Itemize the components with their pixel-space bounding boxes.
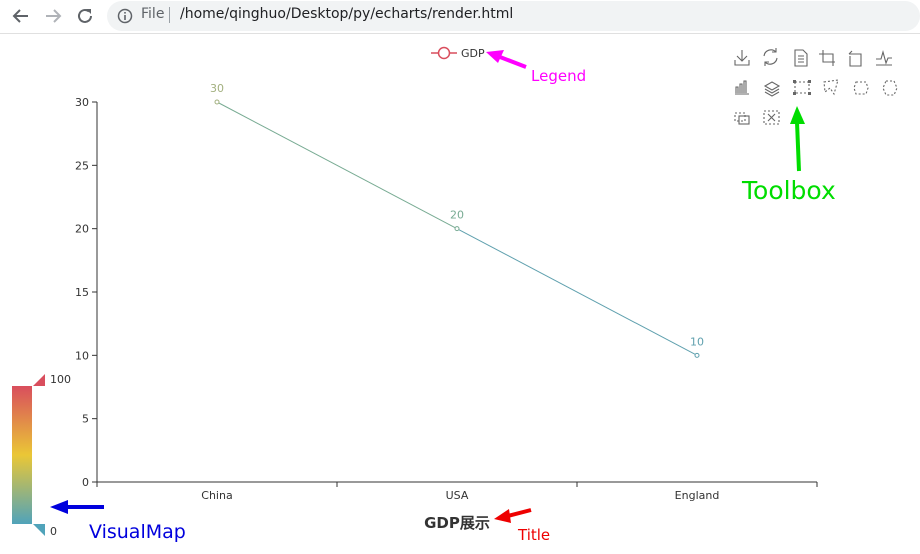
visual-map-max-handle-icon[interactable] [33, 374, 45, 386]
x-tick-label: England [675, 489, 720, 502]
brush-polygon-icon[interactable] [823, 79, 839, 96]
url-separator [169, 7, 170, 23]
bar-type-icon[interactable] [735, 80, 749, 95]
y-tick-label: 0 [82, 476, 89, 489]
x-tick-label: China [201, 489, 232, 502]
restore-icon[interactable] [763, 48, 778, 66]
brush-keep-icon[interactable] [734, 112, 750, 125]
browser-toolbar: File /home/qinghuo/Desktop/py/echarts/re… [0, 0, 920, 34]
visualmap-annotation: VisualMap [89, 521, 186, 543]
series-line-segment [216, 101, 458, 230]
data-point[interactable] [214, 99, 220, 105]
visual-map-bar[interactable] [12, 386, 32, 524]
brush-rect-icon[interactable] [793, 80, 811, 95]
brush-clear-icon[interactable] [763, 110, 780, 125]
info-icon[interactable] [117, 8, 133, 24]
url-text[interactable]: /home/qinghuo/Desktop/py/echarts/render.… [180, 6, 514, 22]
brush-line-x-icon[interactable] [853, 81, 869, 95]
line-type-icon[interactable] [876, 49, 892, 66]
address-bar[interactable]: File /home/qinghuo/Desktop/py/echarts/re… [107, 1, 920, 31]
legend[interactable]: GDP [431, 46, 485, 60]
title-annotation-arrow [494, 508, 532, 523]
y-tick-label: 25 [75, 159, 89, 172]
zoom-icon[interactable] [819, 50, 835, 66]
legend-annotation: Legend [531, 67, 587, 85]
y-tick-label: 5 [82, 413, 89, 426]
title-annotation: Title [518, 526, 551, 544]
visual-map-min-label: 0 [50, 525, 57, 538]
back-arrow-icon[interactable] [8, 3, 34, 29]
data-label: 30 [210, 82, 224, 95]
visual-map-min-handle-icon[interactable] [33, 524, 45, 536]
x-tick-label: USA [446, 489, 469, 502]
visual-map[interactable]: 100 0 [12, 373, 71, 538]
forward-arrow-icon[interactable] [40, 3, 66, 29]
save-image-icon[interactable] [734, 50, 750, 66]
series-gdp: 30 20 10 [210, 82, 704, 358]
y-axis: 0 5 10 15 20 25 30 [75, 96, 98, 489]
data-label: 10 [690, 335, 704, 348]
data-view-icon[interactable] [794, 49, 808, 67]
toolbox[interactable] [734, 48, 898, 125]
stack-icon[interactable] [763, 81, 781, 97]
zoom-back-icon[interactable] [848, 50, 862, 67]
y-tick-label: 30 [75, 96, 89, 109]
series-line-segment [456, 228, 698, 356]
chart-title: GDP展示 [424, 514, 490, 532]
legend-marker-icon [437, 46, 451, 60]
visualmap-annotation-arrow [50, 500, 104, 514]
data-point[interactable] [454, 226, 460, 232]
y-tick-label: 10 [75, 349, 89, 362]
reload-icon[interactable] [72, 3, 98, 29]
y-tick-label: 15 [75, 286, 89, 299]
legend-label[interactable]: GDP [461, 47, 485, 60]
brush-line-y-icon[interactable] [882, 80, 898, 96]
y-tick-label: 20 [75, 223, 89, 236]
x-axis: China USA England [96, 481, 818, 502]
toolbox-annotation-arrow [790, 106, 805, 172]
visual-map-max-label: 100 [50, 373, 71, 386]
data-label: 20 [450, 209, 464, 222]
legend-annotation-arrow [486, 50, 527, 69]
url-scheme-label: File [141, 6, 165, 22]
data-point[interactable] [694, 352, 700, 358]
toolbox-annotation: Toolbox [742, 176, 836, 205]
